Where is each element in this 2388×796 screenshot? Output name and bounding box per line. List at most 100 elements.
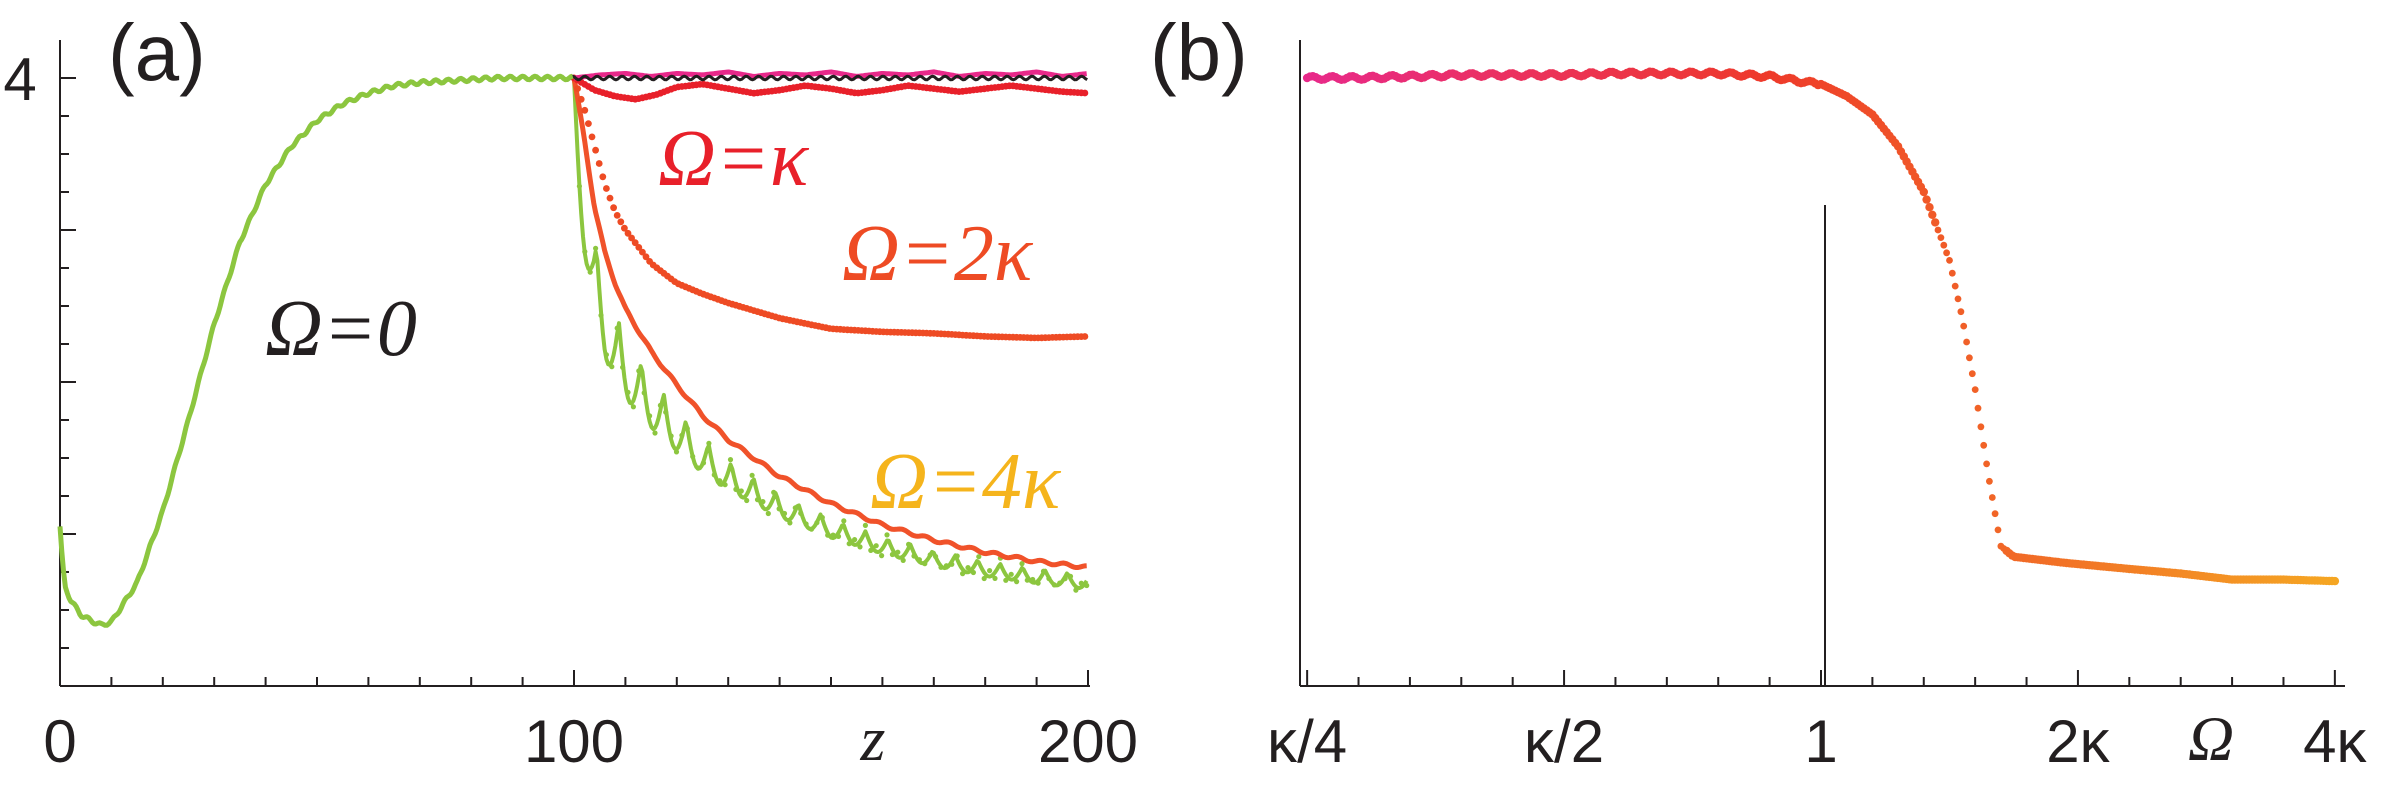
panel-a-point	[738, 488, 744, 494]
panel-a-point	[603, 352, 610, 358]
panel-a-annotations: Ω=0 Ω=κ Ω=2κ Ω=4κ	[265, 115, 1062, 526]
panel-a-point	[620, 364, 626, 370]
panel-a-point	[814, 520, 820, 526]
panel-a-x-axis-label: z	[860, 703, 886, 774]
panel-a-x-tick-label-0: 0	[43, 708, 76, 775]
panel-b-point	[1994, 526, 2002, 534]
panel-b-point	[1925, 203, 1934, 212]
panel-b-ticks	[1306, 670, 2336, 686]
panel-a-point	[652, 430, 658, 436]
panel-a-point	[862, 522, 869, 529]
panel-a-point	[835, 533, 842, 540]
panel-a-point	[976, 554, 982, 560]
panel-a-point	[663, 409, 669, 415]
panel-a-point	[722, 482, 728, 488]
panel-b-point	[1934, 226, 1942, 234]
panel-a-point	[1062, 576, 1068, 582]
panel-a-point	[792, 505, 798, 511]
panel-a-point	[625, 389, 631, 395]
panel-a-point	[949, 561, 955, 567]
panel-b-point	[2330, 576, 2340, 586]
panel-a-series-0	[57, 73, 1088, 628]
panel-b-point	[1928, 210, 1937, 219]
panel-a-point	[690, 453, 696, 460]
panel-a-point	[587, 269, 593, 275]
panel-a-point	[852, 537, 858, 543]
panel-a-point	[895, 549, 901, 555]
panel-a-point	[1046, 575, 1052, 582]
annotation-omega-4kappa: Ω=4κ	[870, 438, 1062, 526]
panel-a-point	[873, 543, 879, 549]
panel-b-x-tick-label-0: κ/4	[1267, 708, 1347, 775]
panel-a-point	[621, 224, 628, 232]
panel-a-point	[771, 489, 777, 495]
panel-a-point	[598, 312, 604, 318]
panel-a-point	[803, 521, 809, 527]
panel-a-point	[636, 368, 642, 374]
annotation-omega-2kappa-text: Ω=2κ	[842, 210, 1034, 298]
panel-a-x-tick-label-1: 100	[524, 708, 624, 775]
panel-a-point	[749, 472, 755, 478]
panel-a-series-5	[571, 75, 1090, 593]
panel-a-point	[776, 506, 782, 512]
panel-a-point	[582, 249, 588, 255]
panel-b-point	[1991, 510, 1999, 518]
panel-a-point	[954, 553, 960, 559]
panel-a-point	[787, 520, 793, 526]
panel-b-point	[1946, 257, 1953, 264]
panel-a-point	[574, 85, 581, 92]
panel-a-point	[603, 185, 610, 192]
panel-b-x-tick-label-4: 4κ	[2303, 708, 2367, 775]
panel-a-point	[938, 564, 944, 570]
panel-a-point	[960, 571, 966, 577]
panel-b-x-tick-label-2: 1	[1804, 708, 1837, 775]
panel-a-point	[879, 553, 885, 559]
panel-a-point	[1057, 580, 1063, 586]
annotation-omega-kappa-text: Ω=κ	[658, 115, 810, 203]
panel-a-point	[642, 253, 650, 261]
panel-a-point	[1030, 576, 1036, 583]
panel-a-point	[617, 218, 625, 226]
panel-a-point	[679, 432, 685, 438]
panel-a-point	[631, 239, 639, 247]
panel-b-point	[1974, 404, 1982, 412]
panel-b-tick-labels: κ/4 κ/2 1 2κ 4κ	[1267, 708, 2367, 775]
panel-a-point	[760, 499, 766, 505]
panel-b-point	[1922, 195, 1931, 204]
panel-a-point	[846, 541, 852, 547]
panel-a-point	[599, 173, 607, 181]
panel-a-tick-labels: 0 100 200 4	[3, 46, 1138, 775]
panel-a-point	[635, 244, 643, 251]
panel-a-point	[970, 569, 977, 576]
panel-a-point	[668, 433, 674, 439]
panel-b-point	[1986, 477, 1993, 485]
panel-a-line-overlay	[57, 73, 574, 628]
panel-b-point	[1931, 218, 1940, 227]
panel-b-point	[1966, 354, 1973, 362]
panel-a-point	[819, 514, 825, 521]
panel-a-point	[981, 575, 987, 582]
panel-a-point	[1051, 582, 1057, 588]
panel-a-point	[825, 532, 831, 538]
panel-a-point	[1084, 582, 1090, 589]
panel-a-point	[593, 245, 599, 251]
panel-a-point	[927, 552, 933, 558]
panel-a-point	[613, 212, 621, 219]
panel-a-point	[717, 478, 723, 484]
panel-b-point	[1919, 187, 1929, 197]
panel-a-point	[992, 575, 998, 582]
panel-a-point	[911, 553, 917, 559]
panel-a-point	[1019, 561, 1025, 567]
panel-a-point	[744, 497, 750, 504]
panel-a-point	[695, 465, 701, 471]
panel-a-point	[657, 402, 664, 408]
panel-a-point	[1008, 571, 1014, 577]
annotation-omega-kappa: Ω=κ	[658, 115, 810, 203]
panel-a-point	[576, 183, 583, 189]
panel-a-x-tick-label-2: 200	[1038, 708, 1138, 775]
panel-a-point	[754, 497, 761, 503]
panel-a-point	[1014, 579, 1020, 585]
panel-a-point	[614, 325, 620, 331]
panel-a-point	[808, 526, 815, 532]
